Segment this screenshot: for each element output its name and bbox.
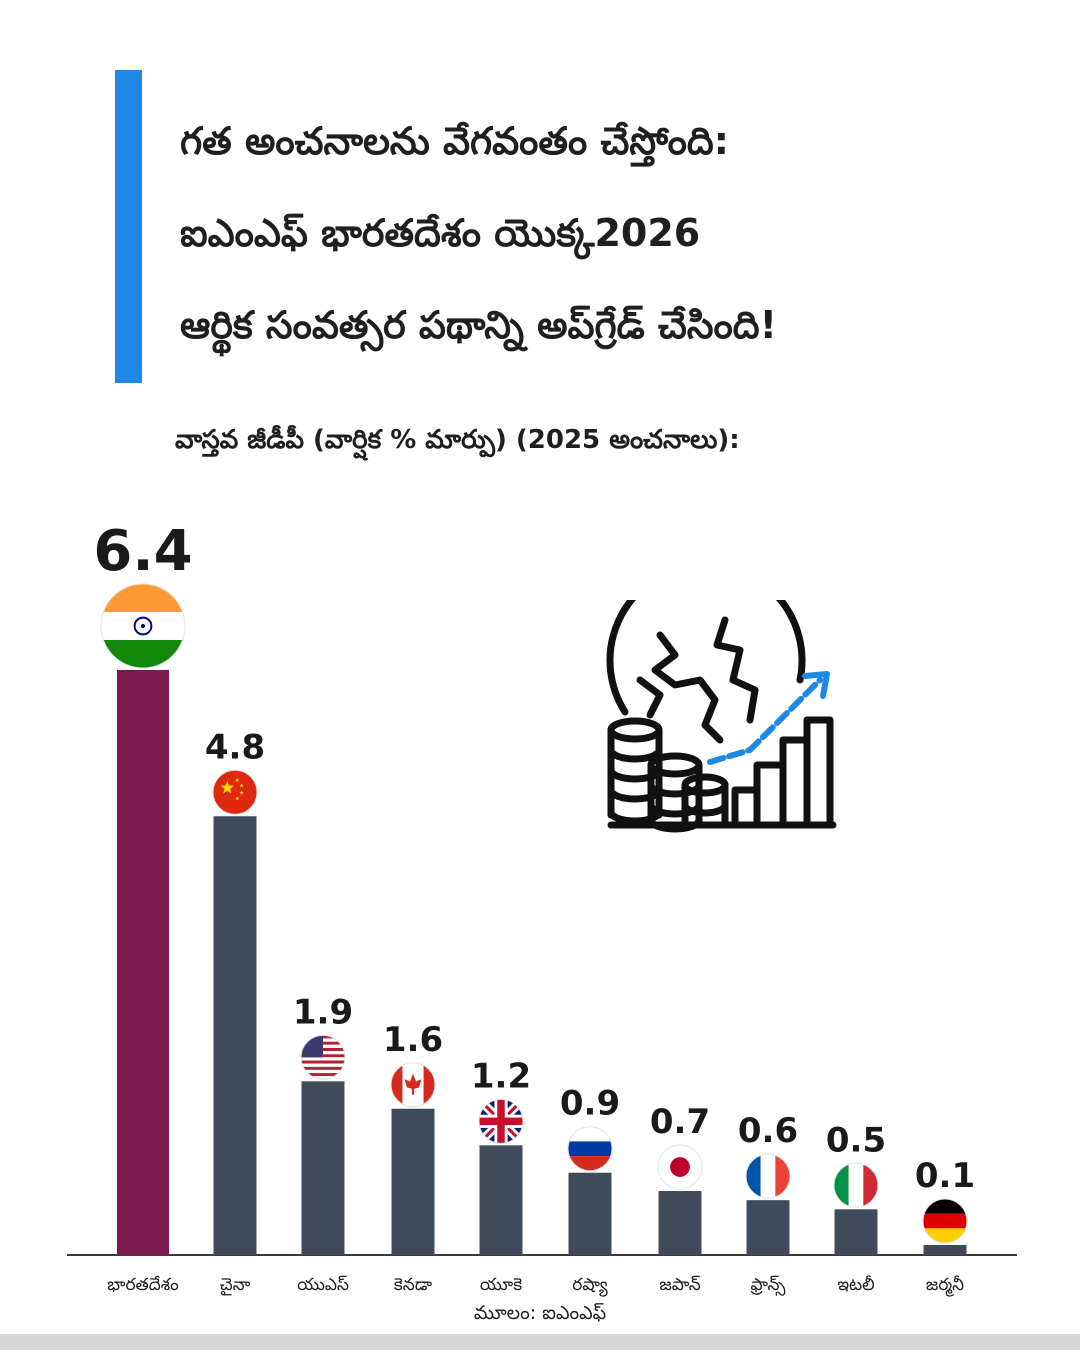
category-label: జర్మనీ (926, 1275, 964, 1297)
bottom-strip (0, 1334, 1080, 1350)
bar-group: 1.2 యూకె (471, 1056, 531, 1295)
bar-group: 0.1 జర్మనీ (915, 1156, 975, 1297)
usa-flag-icon (300, 1034, 346, 1080)
france-flag-icon (745, 1153, 791, 1199)
value-label: 1.6 (383, 1020, 443, 1060)
italy-flag-icon (833, 1162, 879, 1208)
chart-title: వాస్తవ జీడీపీ (వార్షిక % మార్పు) (2025 అ… (175, 425, 740, 455)
value-label: 0.1 (915, 1156, 975, 1196)
value-label: 0.5 (826, 1120, 886, 1160)
category-label: జపాన్ (659, 1275, 700, 1295)
bar (568, 1172, 612, 1255)
bar-group: 0.5 ఇటలీ (826, 1120, 886, 1295)
category-label: చైనా (220, 1275, 251, 1296)
uk-flag-icon (478, 1098, 524, 1144)
category-label: కెనడా (394, 1275, 433, 1295)
russia-flag-icon (567, 1126, 613, 1172)
bar (213, 816, 257, 1255)
category-label: ఫ్రాన్స్ (751, 1275, 786, 1296)
canada-flag-icon (390, 1062, 436, 1108)
bar (117, 670, 169, 1255)
category-label: యుఎస్ (297, 1275, 349, 1295)
title-line-1: గత అంచనాలను వేగవంతం చేస్తోంది: (180, 119, 729, 163)
value-label: 6.4 (93, 519, 192, 584)
source-note: మూలం: ఐఎంఎఫ్ (473, 1302, 607, 1324)
value-label: 0.6 (738, 1111, 798, 1151)
title-accent-bar (115, 70, 142, 383)
value-label: 1.2 (471, 1056, 531, 1096)
germany-flag-icon (922, 1198, 968, 1244)
bar-group: 0.7 జపాన్ (650, 1102, 710, 1295)
bar (746, 1200, 790, 1255)
value-label: 4.8 (205, 727, 265, 767)
bar-group: 1.6 కెనడా (383, 1020, 443, 1295)
bar (923, 1245, 967, 1255)
title-line-2: ఐఎంఎఫ్ భారతదేశం యొక్క2026 (180, 211, 701, 255)
bar (301, 1081, 345, 1255)
bar-group: 6.4 భారతదేశం (93, 519, 192, 1295)
title-line-3: ఆర్థిక సంవత్సర పథాన్ని అప్‌గ్రేడ్ చేసింద… (180, 303, 777, 347)
bar (479, 1145, 523, 1255)
category-label: యూకె (480, 1275, 522, 1295)
india-flag-icon (100, 583, 186, 669)
category-label: రష్యా (572, 1275, 608, 1297)
page-title: గత అంచనాలను వేగవంతం చేస్తోంది: ఐఎంఎఫ్ భా… (180, 95, 1040, 371)
category-label: ఇటలీ (837, 1275, 874, 1295)
globe-coins-growth-icon (606, 600, 837, 833)
category-label: భారతదేశం (107, 1275, 179, 1295)
bar (391, 1108, 435, 1255)
china-flag-icon (212, 769, 258, 815)
bar-group: 0.6 ఫ్రాన్స్ (738, 1111, 798, 1296)
bar-group: 0.9 రష్యా (560, 1084, 620, 1297)
bar-group: 1.9 యుఎస్ (293, 992, 353, 1295)
bar (834, 1209, 878, 1255)
japan-flag-icon (657, 1144, 703, 1190)
bar-group: 4.8 చైనా (205, 727, 265, 1296)
bar (658, 1191, 702, 1255)
value-label: 0.9 (560, 1084, 620, 1124)
value-label: 1.9 (293, 992, 353, 1032)
value-label: 0.7 (650, 1102, 710, 1142)
